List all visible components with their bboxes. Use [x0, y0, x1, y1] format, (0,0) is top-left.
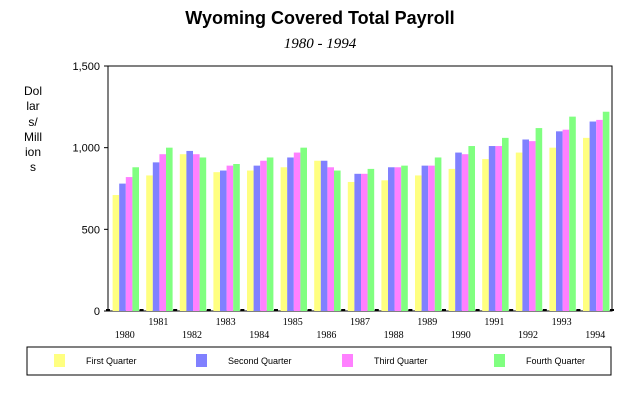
x-tick-label: 1982: [182, 330, 202, 341]
bar-third-quarter-1994: [596, 119, 603, 312]
y-tick-label: 500: [82, 224, 100, 236]
bar-second-quarter-1982: [186, 150, 193, 311]
bar-fourth-quarter-1991: [502, 137, 509, 311]
bar-first-quarter-1988: [381, 180, 388, 311]
bar-third-quarter-1981: [159, 154, 166, 311]
bar-first-quarter-1990: [448, 168, 456, 311]
bar-second-quarter-1993: [556, 131, 563, 311]
legend-box: [26, 346, 612, 376]
bar-third-quarter-1984: [260, 160, 267, 311]
bar-second-quarter-1983: [220, 170, 227, 311]
bar-first-quarter-1983: [213, 172, 220, 311]
x-tick-label: 1980: [115, 330, 135, 341]
legend-swatch: [54, 354, 65, 367]
bar-second-quarter-1981: [152, 162, 160, 311]
bar-second-quarter-1994: [589, 121, 597, 312]
bar-fourth-quarter-1992: [535, 128, 543, 311]
legend-swatch: [494, 354, 505, 367]
bar-fourth-quarter-1983: [233, 164, 240, 311]
bar-second-quarter-1990: [455, 152, 462, 311]
y-tick-label: 0: [94, 306, 100, 318]
bar-third-quarter-1988: [394, 167, 402, 311]
chart-subtitle: 1980 - 1994: [283, 36, 357, 52]
bar-second-quarter-1992: [522, 139, 529, 311]
bar-second-quarter-1991: [488, 146, 496, 311]
y-tick-label: 1,000: [72, 143, 100, 155]
legend-label: Third Quarter: [374, 356, 428, 366]
bar-third-quarter-1992: [529, 141, 536, 311]
bar-third-quarter-1990: [461, 154, 469, 311]
x-tick-label: 1993: [552, 317, 572, 328]
bar-second-quarter-1988: [388, 167, 395, 311]
bar-fourth-quarter-1984: [266, 157, 274, 311]
bar-second-quarter-1985: [287, 157, 294, 311]
bar-third-quarter-1986: [327, 167, 334, 311]
x-tick-label: 1991: [484, 317, 504, 328]
x-tick-label: 1986: [316, 330, 336, 341]
legend-label: Second Quarter: [228, 356, 292, 366]
y-axis-label: Dollars/Millions: [24, 84, 43, 175]
x-tick-label: 1981: [148, 317, 168, 328]
bar-first-quarter-1980: [112, 195, 120, 311]
x-tick-label: 1990: [451, 330, 471, 341]
legend-label: First Quarter: [86, 356, 137, 366]
bar-second-quarter-1984: [253, 165, 261, 311]
bar-first-quarter-1982: [179, 154, 187, 311]
legend-swatch: [342, 354, 353, 367]
bar-fourth-quarter-1990: [468, 146, 475, 311]
legend: First Quarter Second Quarter Third Quarter…: [26, 346, 612, 376]
bar-second-quarter-1986: [320, 160, 328, 311]
bar-third-quarter-1989: [428, 165, 435, 311]
bar-fourth-quarter-1989: [434, 157, 442, 311]
x-tick-label: 1992: [518, 330, 538, 341]
legend-label: Fourth Quarter: [526, 356, 585, 366]
chart-title: Wyoming Covered Total Payroll: [185, 8, 455, 28]
bar-third-quarter-1983: [226, 165, 234, 311]
x-tick-label: 1983: [216, 317, 236, 328]
bar-first-quarter-1989: [415, 175, 422, 311]
bar-first-quarter-1987: [347, 181, 355, 311]
bar-fourth-quarter-1986: [334, 170, 341, 311]
bar-second-quarter-1980: [119, 183, 126, 311]
x-tick-label: 1987: [350, 317, 370, 328]
bar-first-quarter-1991: [482, 159, 489, 311]
bar-second-quarter-1989: [421, 165, 429, 311]
y-tick-label: 1,500: [72, 61, 100, 73]
bar-fourth-quarter-1987: [367, 168, 375, 311]
bar-first-quarter-1985: [280, 167, 288, 311]
bar-third-quarter-1987: [361, 173, 368, 311]
bar-third-quarter-1982: [193, 154, 200, 311]
bar-fourth-quarter-1985: [300, 147, 307, 311]
bar-first-quarter-1994: [583, 137, 590, 311]
x-tick-label: 1994: [585, 330, 605, 341]
x-tick-label: 1984: [249, 330, 269, 341]
bar-third-quarter-1993: [562, 129, 570, 311]
bar-third-quarter-1991: [495, 146, 502, 311]
bar-fourth-quarter-1993: [569, 116, 576, 311]
x-tick-label: 1985: [283, 317, 303, 328]
bar-fourth-quarter-1981: [166, 147, 173, 311]
bar-first-quarter-1986: [314, 160, 321, 311]
bar-first-quarter-1981: [146, 175, 153, 311]
bar-fourth-quarter-1994: [602, 111, 610, 311]
bar-second-quarter-1987: [354, 173, 361, 311]
x-tick-label: 1988: [384, 330, 404, 341]
legend-swatch: [196, 354, 207, 367]
bar-fourth-quarter-1980: [132, 167, 139, 311]
bar-fourth-quarter-1988: [401, 165, 408, 311]
plot-area: 0 500 1,000 1,500 1980 1981 1982 1983 1984 1985 19…: [72, 61, 614, 341]
x-tick-label: 1989: [417, 317, 437, 328]
bar-first-quarter-1993: [549, 147, 556, 311]
bar-third-quarter-1980: [125, 177, 133, 311]
bar-first-quarter-1992: [515, 152, 523, 311]
bar-third-quarter-1985: [293, 152, 301, 311]
bar-first-quarter-1984: [247, 170, 254, 311]
bar-fourth-quarter-1982: [199, 157, 207, 311]
